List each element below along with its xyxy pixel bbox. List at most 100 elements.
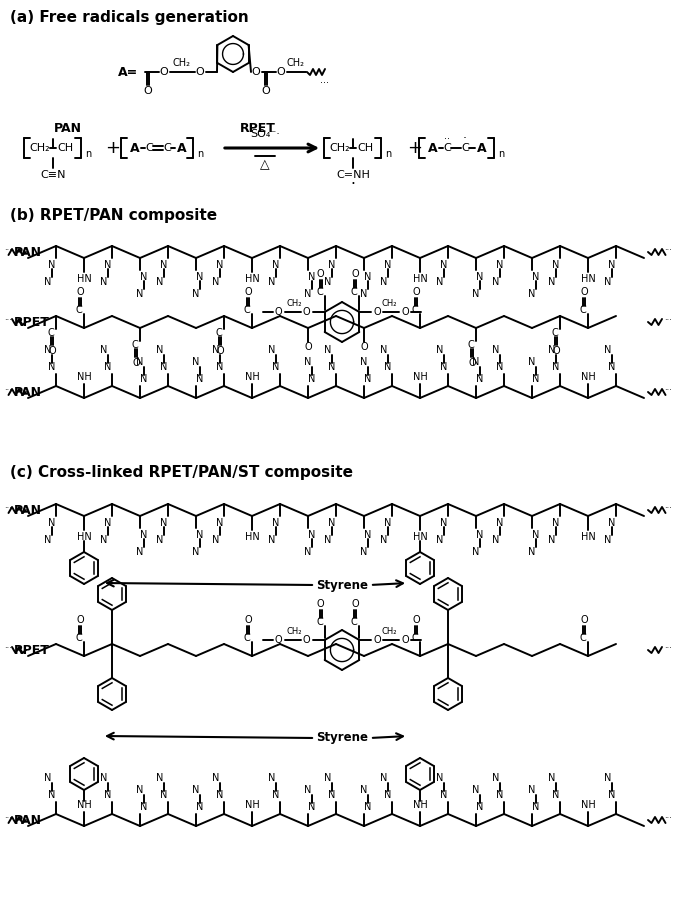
Text: N: N (212, 773, 220, 783)
Text: N: N (308, 802, 316, 812)
Text: C: C (48, 328, 54, 338)
Text: N: N (608, 518, 616, 528)
Text: N: N (104, 790, 112, 800)
Text: PAN: PAN (14, 504, 42, 517)
Text: ...: ... (664, 811, 672, 820)
Text: C≡N: C≡N (40, 170, 66, 180)
Text: ...: ... (664, 500, 672, 509)
Text: C: C (163, 143, 171, 153)
Text: RPET: RPET (240, 122, 276, 135)
Text: CH₂: CH₂ (29, 143, 50, 153)
Text: N: N (269, 345, 275, 355)
Text: N: N (380, 773, 388, 783)
Text: N: N (360, 547, 368, 557)
Text: n: n (197, 149, 203, 159)
Text: O: O (144, 86, 152, 96)
Text: N: N (212, 535, 220, 545)
Text: N: N (140, 374, 148, 384)
Text: N: N (532, 530, 540, 540)
Text: N: N (136, 289, 144, 299)
Text: +: + (408, 139, 423, 157)
Text: C: C (351, 617, 358, 627)
Text: O: O (373, 635, 381, 645)
Text: (a) Free radicals generation: (a) Free radicals generation (10, 10, 249, 25)
Text: N: N (156, 535, 164, 545)
Text: N: N (364, 272, 372, 282)
Text: PAN: PAN (54, 122, 82, 135)
Text: N: N (197, 374, 203, 384)
Text: N: N (269, 773, 275, 783)
Text: NH: NH (245, 800, 260, 810)
Text: N: N (192, 357, 200, 367)
Text: N: N (473, 547, 480, 557)
Text: N: N (608, 362, 616, 372)
Text: RPET: RPET (14, 315, 50, 329)
Text: ·: · (351, 177, 356, 191)
Text: N: N (45, 277, 51, 287)
Text: N: N (136, 547, 144, 557)
Text: O: O (401, 307, 409, 317)
Text: O: O (351, 269, 359, 279)
Text: n: n (498, 149, 504, 159)
Text: N: N (216, 362, 224, 372)
Text: N: N (528, 785, 536, 795)
Text: C: C (244, 305, 251, 315)
Text: O: O (251, 67, 260, 77)
Text: N: N (528, 289, 536, 299)
Text: N: N (328, 260, 336, 270)
Text: O: O (304, 342, 312, 352)
Text: N: N (216, 260, 224, 270)
Text: N: N (328, 518, 336, 528)
Text: +: + (105, 139, 121, 157)
Text: N: N (384, 518, 392, 528)
Text: (b) RPET/PAN composite: (b) RPET/PAN composite (10, 208, 217, 223)
Text: N: N (493, 535, 499, 545)
Text: A: A (130, 141, 140, 155)
Text: N: N (380, 345, 388, 355)
Text: N: N (324, 773, 332, 783)
Text: CH₂: CH₂ (329, 143, 350, 153)
Text: N: N (212, 345, 220, 355)
Text: N: N (476, 530, 484, 540)
Text: CH₂: CH₂ (287, 300, 303, 309)
Text: O: O (76, 287, 84, 297)
Text: N: N (440, 518, 448, 528)
Text: N: N (273, 362, 279, 372)
Text: N: N (216, 790, 224, 800)
Text: N: N (604, 277, 612, 287)
Text: C: C (412, 305, 419, 315)
Text: N: N (548, 773, 556, 783)
Text: O: O (351, 599, 359, 609)
Text: N: N (604, 345, 612, 355)
Text: N: N (436, 277, 444, 287)
Text: O: O (552, 346, 560, 356)
Text: N: N (548, 345, 556, 355)
Text: NH: NH (412, 372, 427, 382)
Text: N: N (604, 535, 612, 545)
Text: N: N (100, 345, 108, 355)
Text: HN: HN (412, 274, 427, 284)
Text: n: n (385, 149, 391, 159)
Text: N: N (476, 374, 484, 384)
Text: C: C (580, 633, 586, 643)
Text: N: N (604, 773, 612, 783)
Text: N: N (104, 260, 112, 270)
Text: N: N (140, 272, 148, 282)
Text: N: N (45, 773, 51, 783)
Text: N: N (497, 790, 503, 800)
Text: O: O (244, 615, 252, 625)
Text: N: N (528, 357, 536, 367)
Text: O: O (412, 287, 420, 297)
Text: C: C (216, 328, 223, 338)
Text: ·: · (463, 133, 467, 146)
Text: HN: HN (581, 532, 595, 542)
Text: N: N (608, 790, 616, 800)
Text: ...: ... (4, 312, 12, 322)
Text: N: N (216, 518, 224, 528)
Text: N: N (473, 357, 480, 367)
Text: A: A (477, 141, 487, 155)
Text: C: C (580, 305, 586, 315)
Text: △: △ (260, 158, 270, 171)
Text: O: O (262, 86, 271, 96)
Text: CH₂: CH₂ (382, 627, 397, 637)
